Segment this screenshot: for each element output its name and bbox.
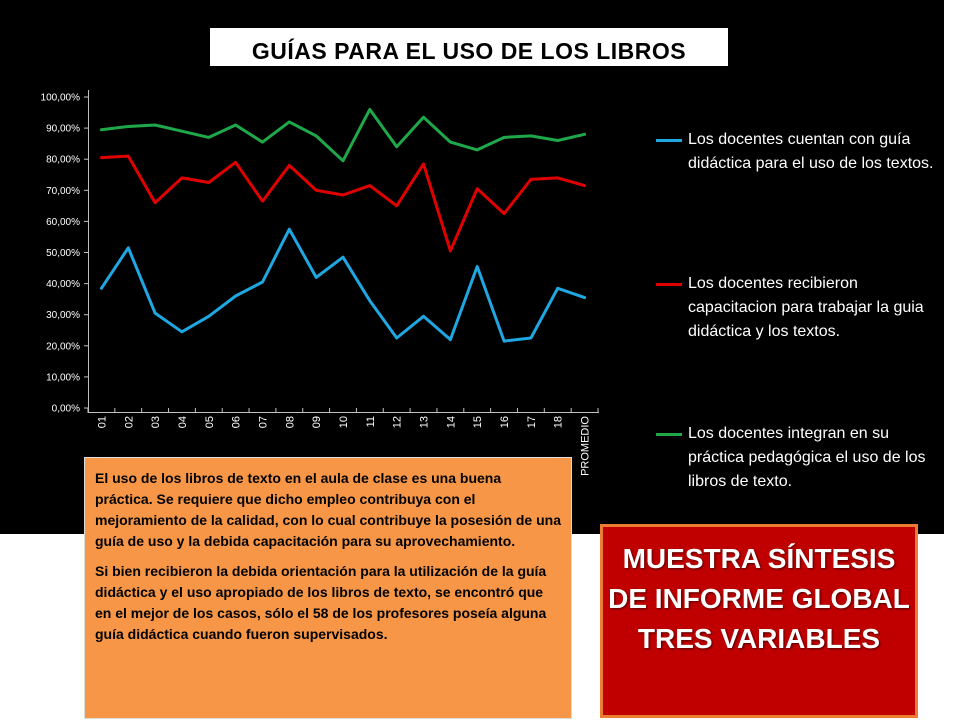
series-line-1 [99,227,587,343]
series-line-2 [99,154,587,253]
legend-label-capacitacion: Los docentes recibieron capacitacion par… [688,275,924,340]
x-tick-label: 15 [472,416,484,428]
y-tick-label: 0,00% [52,404,80,415]
y-tick-label: 50,00% [46,248,80,259]
x-tick-label: 07 [257,416,269,428]
summary-text-box: El uso de los libros de texto en el aula… [84,457,572,719]
x-tick-label: 02 [123,416,135,428]
summary-paragraph-2: Si bien recibieron la debida orientación… [95,563,547,642]
legend-swatch-capacitacion [656,283,682,286]
summary-paragraph-1: El uso de los libros de texto en el aula… [95,470,561,549]
x-tick-label: 04 [177,416,189,428]
x-tick-label: 11 [365,416,377,427]
x-tick-label: 18 [553,416,565,428]
x-tick-label: 01 [96,416,108,428]
line-chart: 0,00% 10,00% 20,00% 30,00% 40,00% 50,00% 60,00… [41,93,599,476]
y-tick-label: 70,00% [46,186,80,197]
x-tick-label: 12 [392,416,404,428]
x-tick-label: 14 [445,416,457,428]
legend-label-integran: Los docentes integran en su práctica ped… [688,425,926,490]
y-tick-label: 30,00% [46,310,80,321]
legend-swatch-guia [656,139,682,142]
y-tick-label: 20,00% [46,341,80,352]
chart-title: GUÍAS PARA EL USO DE LOS LIBROS [210,28,728,66]
x-tick-label: PROMEDIO [580,416,592,476]
x-tick-label: 10 [338,416,350,428]
y-tick-label: 100,00% [41,93,81,104]
y-tick-label: 60,00% [46,217,80,228]
x-tick-label: 03 [150,416,162,428]
x-tick-label: 16 [499,416,511,428]
report-banner: MUESTRA SÍNTESIS DE INFORME GLOBAL TRES … [600,524,918,718]
y-tick-label: 90,00% [46,124,80,135]
y-tick-label: 40,00% [46,279,80,290]
series-line-3 [99,107,587,163]
plot-area [88,90,599,413]
x-tick-label: 13 [419,416,431,428]
x-tick-label: 09 [311,416,323,428]
x-tick-label: 06 [231,416,243,428]
y-tick-label: 80,00% [46,155,80,166]
x-tick-label: 05 [204,416,216,428]
x-tick-label: 08 [284,416,296,428]
y-tick-label: 10,00% [46,372,80,383]
x-tick-label: 17 [526,416,538,428]
legend-label-guia: Los docentes cuentan con guía didáctica … [688,131,934,172]
legend-swatch-integran [656,433,682,436]
